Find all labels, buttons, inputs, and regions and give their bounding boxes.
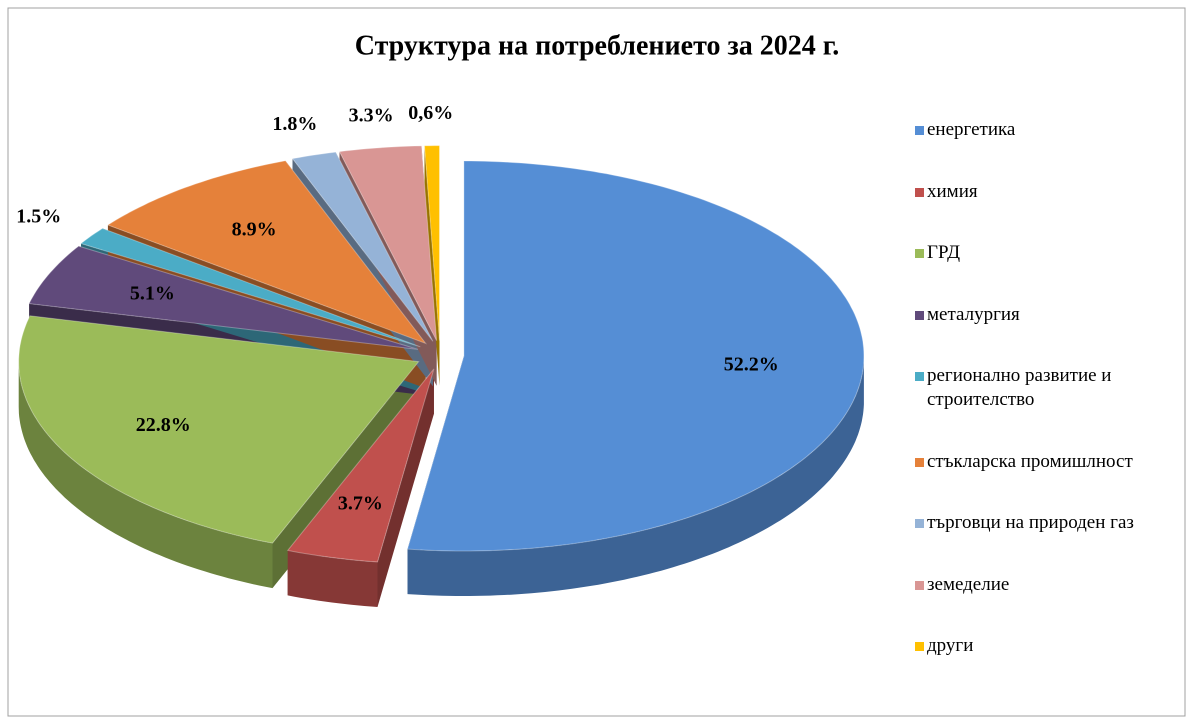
slice-wall <box>18 361 273 589</box>
legend-swatch <box>915 580 924 590</box>
slice <box>423 145 440 341</box>
legend-item: търговци на природен газ <box>915 511 1165 535</box>
data-label: 22.8% <box>136 414 191 436</box>
slice <box>286 368 435 563</box>
legend-label: земеделие <box>927 573 1010 595</box>
legend-item: химия <box>915 180 1165 204</box>
legend: енергетика химия ГРД металургия регионално р… <box>915 118 1165 658</box>
legend-item: стъкларска промишлност <box>915 450 1165 474</box>
legend-item: металургия <box>915 303 1165 327</box>
legend-item: регионално развитие и строителство <box>915 364 1165 412</box>
data-label: 0,6% <box>408 102 453 124</box>
legend-label: химия <box>927 180 978 202</box>
data-label: 3.3% <box>349 104 394 126</box>
data-label: 3.7% <box>338 492 383 514</box>
slice-side <box>424 145 440 386</box>
chart-title: Структура на потреблението за 2024 г. <box>355 30 840 61</box>
legend-label: ГРД <box>927 242 961 263</box>
slice <box>291 151 434 342</box>
legend-swatch <box>915 372 924 381</box>
legend-item: енергетика <box>915 118 1165 142</box>
data-label: 8.9% <box>232 218 277 240</box>
slice <box>79 227 421 348</box>
legend-label: енергетика <box>927 119 1016 140</box>
legend-swatch <box>915 310 924 320</box>
slice-wall <box>287 550 378 607</box>
slice <box>106 160 428 345</box>
data-label: 52.2% <box>724 354 779 376</box>
legend-swatch <box>915 457 924 467</box>
legend-swatch <box>915 126 924 135</box>
legend-swatch <box>915 519 924 528</box>
slice <box>338 145 438 341</box>
legend-swatch <box>915 249 924 258</box>
legend-label: други <box>927 635 974 656</box>
legend-swatch <box>915 187 924 197</box>
legend-label: металургия <box>927 303 1020 325</box>
data-label: 5.1% <box>130 283 175 305</box>
legend-item: ГРД <box>915 241 1165 265</box>
slice <box>28 245 419 350</box>
legend-label: регионално развитие и строителство <box>927 365 1112 410</box>
legend-label: стъкларска промишлност <box>927 450 1133 472</box>
legend-item: други <box>915 634 1165 658</box>
data-label: 1.8% <box>272 113 317 135</box>
slice <box>18 315 420 544</box>
legend-swatch <box>915 642 924 651</box>
legend-label: търговци на природен газ <box>927 512 1134 533</box>
legend-item: земеделие <box>915 573 1165 597</box>
slice <box>406 160 865 552</box>
data-label: 1.5% <box>16 206 61 228</box>
slice-wall <box>407 356 864 596</box>
